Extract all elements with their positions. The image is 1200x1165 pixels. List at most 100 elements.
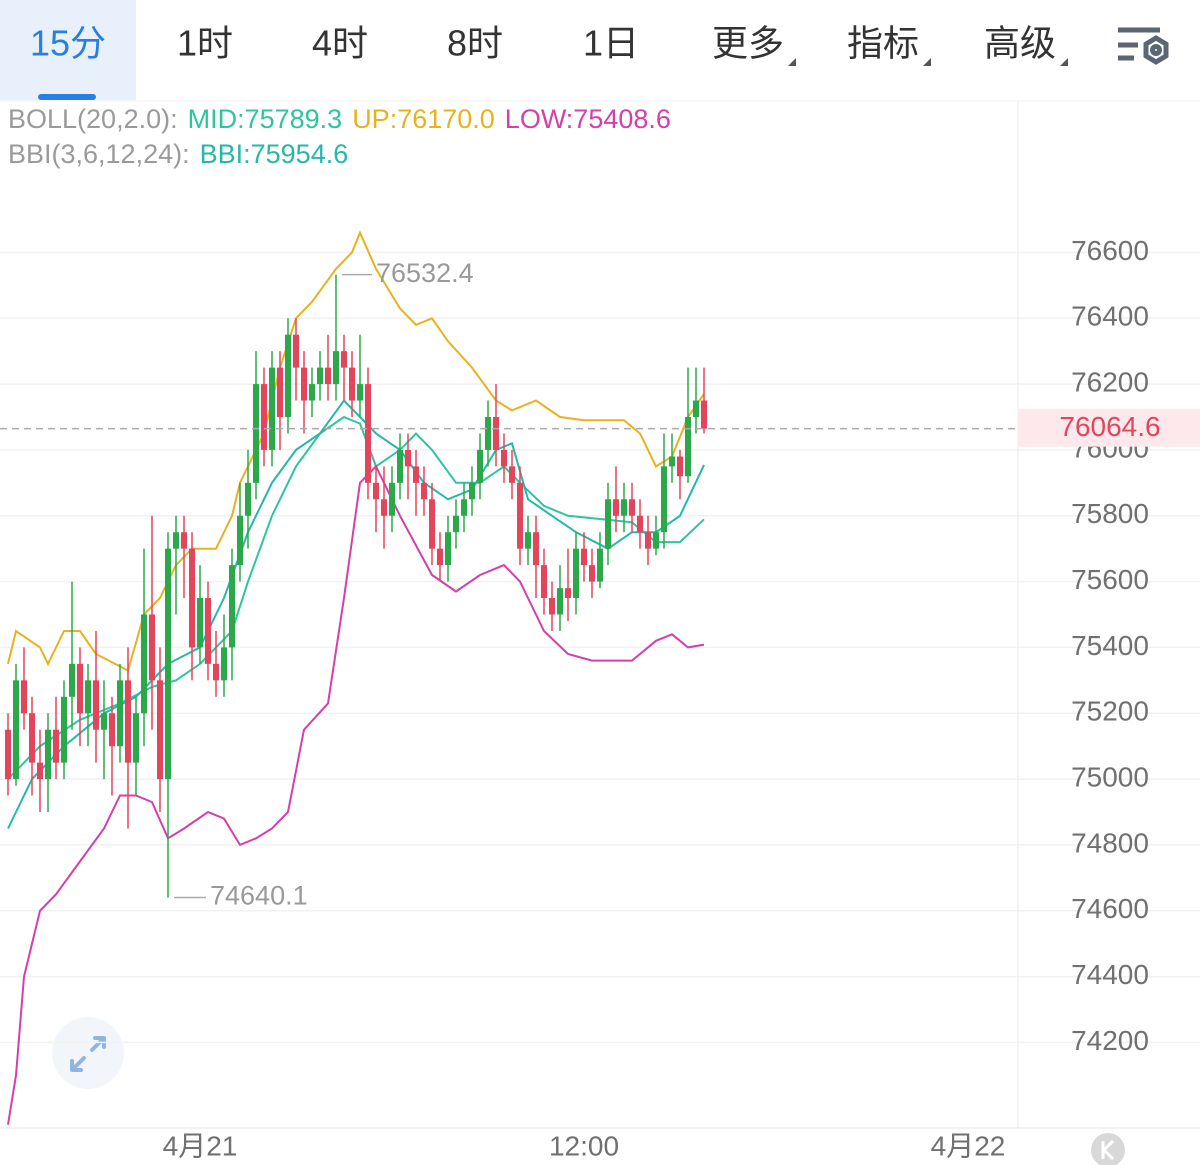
candle-body (221, 647, 227, 681)
candle-body (381, 499, 387, 516)
candle-body (685, 417, 691, 477)
candle-body (13, 680, 19, 780)
candle-body (5, 729, 11, 780)
candle-body (277, 367, 283, 417)
legend-entry: UP:76170.0 (352, 104, 495, 134)
candle-body (653, 532, 659, 549)
candle-body (637, 515, 643, 533)
x-tick-label: 4月22 (931, 1130, 1006, 1161)
candle-body (413, 466, 419, 483)
y-tick-label: 74600 (1071, 893, 1149, 924)
candle-body (421, 482, 427, 500)
candle-body (501, 449, 507, 467)
tab-label[interactable]: 指标 (847, 23, 919, 64)
candle-body (693, 400, 699, 417)
y-tick-label: 76600 (1071, 235, 1149, 266)
dropdown-marker (1060, 58, 1068, 66)
candle-body (173, 532, 179, 549)
y-tick-label: 75800 (1071, 498, 1149, 529)
y-tick-label: 74200 (1071, 1025, 1149, 1056)
y-tick-label: 76200 (1071, 366, 1149, 397)
candle-body (525, 532, 531, 549)
candle-body (269, 367, 275, 450)
legend-entry: BBI:75954.6 (200, 139, 349, 169)
candle-body (445, 532, 451, 566)
candle-body (61, 696, 67, 763)
candle-body (85, 680, 91, 714)
candle-body (549, 598, 555, 615)
legend-entry: LOW:75408.6 (505, 104, 671, 134)
candle-body (349, 367, 355, 401)
candle-body (493, 417, 499, 450)
tab-label[interactable]: 1时 (177, 23, 233, 64)
y-tick-label: 74800 (1071, 827, 1149, 858)
candle-body (389, 482, 395, 516)
tab-label[interactable]: 更多 (712, 23, 784, 64)
candle-body (397, 449, 403, 483)
candle-body (365, 384, 371, 483)
y-tick-label: 75200 (1071, 696, 1149, 727)
candle-body (565, 588, 571, 599)
tab-bar (0, 0, 1200, 100)
expand-button[interactable] (52, 1017, 124, 1089)
tab-label[interactable]: 8时 (447, 23, 503, 64)
candle-body (285, 334, 291, 417)
candle-body (541, 565, 547, 599)
min-label: 74640.1 (210, 881, 308, 911)
candle-body (165, 548, 171, 780)
candle-body (245, 482, 251, 516)
k-button[interactable] (1091, 1133, 1125, 1165)
y-tick-label: 75600 (1071, 564, 1149, 595)
candle-body (613, 499, 619, 516)
last-price-box (1018, 408, 1200, 447)
candle-body (629, 499, 635, 516)
candle-body (677, 456, 683, 477)
candle-body (469, 482, 475, 500)
y-tick-label: 76400 (1071, 301, 1149, 332)
candle-body (197, 598, 203, 648)
candle-body (37, 762, 43, 780)
candle-body (485, 417, 491, 450)
dropdown-marker (923, 58, 931, 66)
candle-body (429, 499, 435, 549)
tab-label[interactable]: 4时 (312, 23, 368, 64)
candle-body (701, 400, 707, 429)
candle-body (309, 384, 315, 401)
candle-body (125, 680, 131, 763)
candle-body (149, 614, 155, 681)
tab-label[interactable]: 15分 (30, 23, 106, 64)
indicator-name: BBI(3,6,12,24): (8, 139, 190, 169)
candle-body (157, 680, 163, 780)
candle-body (589, 565, 595, 582)
x-tick-label: 12:00 (549, 1130, 619, 1161)
candle-body (69, 663, 75, 697)
tab-label[interactable]: 1日 (583, 23, 639, 64)
candle-body (133, 713, 139, 763)
candle-body (205, 598, 211, 664)
candle-body (533, 532, 539, 566)
settings-icon[interactable] (1118, 27, 1169, 65)
candle-body (405, 449, 411, 467)
candle-body (453, 515, 459, 533)
candle-body (437, 548, 443, 566)
indicator-name: BOLL(20,2.0): (8, 104, 178, 134)
dropdown-marker (788, 58, 796, 66)
candle-body (213, 663, 219, 681)
candle-body (605, 499, 611, 549)
candle-body (341, 351, 347, 368)
tab-label[interactable]: 高级 (984, 23, 1056, 64)
candle-body (517, 482, 523, 549)
candle-body (509, 466, 515, 483)
candle-body (261, 384, 267, 450)
candle-body (573, 548, 579, 599)
candle-body (109, 713, 115, 747)
candle-body (325, 367, 331, 385)
active-tab-background (0, 0, 136, 100)
candle-body (557, 588, 563, 615)
candle-body (357, 384, 363, 401)
candle-body (293, 334, 299, 368)
indicator-line (7, 230, 705, 672)
candle-body (333, 351, 339, 385)
